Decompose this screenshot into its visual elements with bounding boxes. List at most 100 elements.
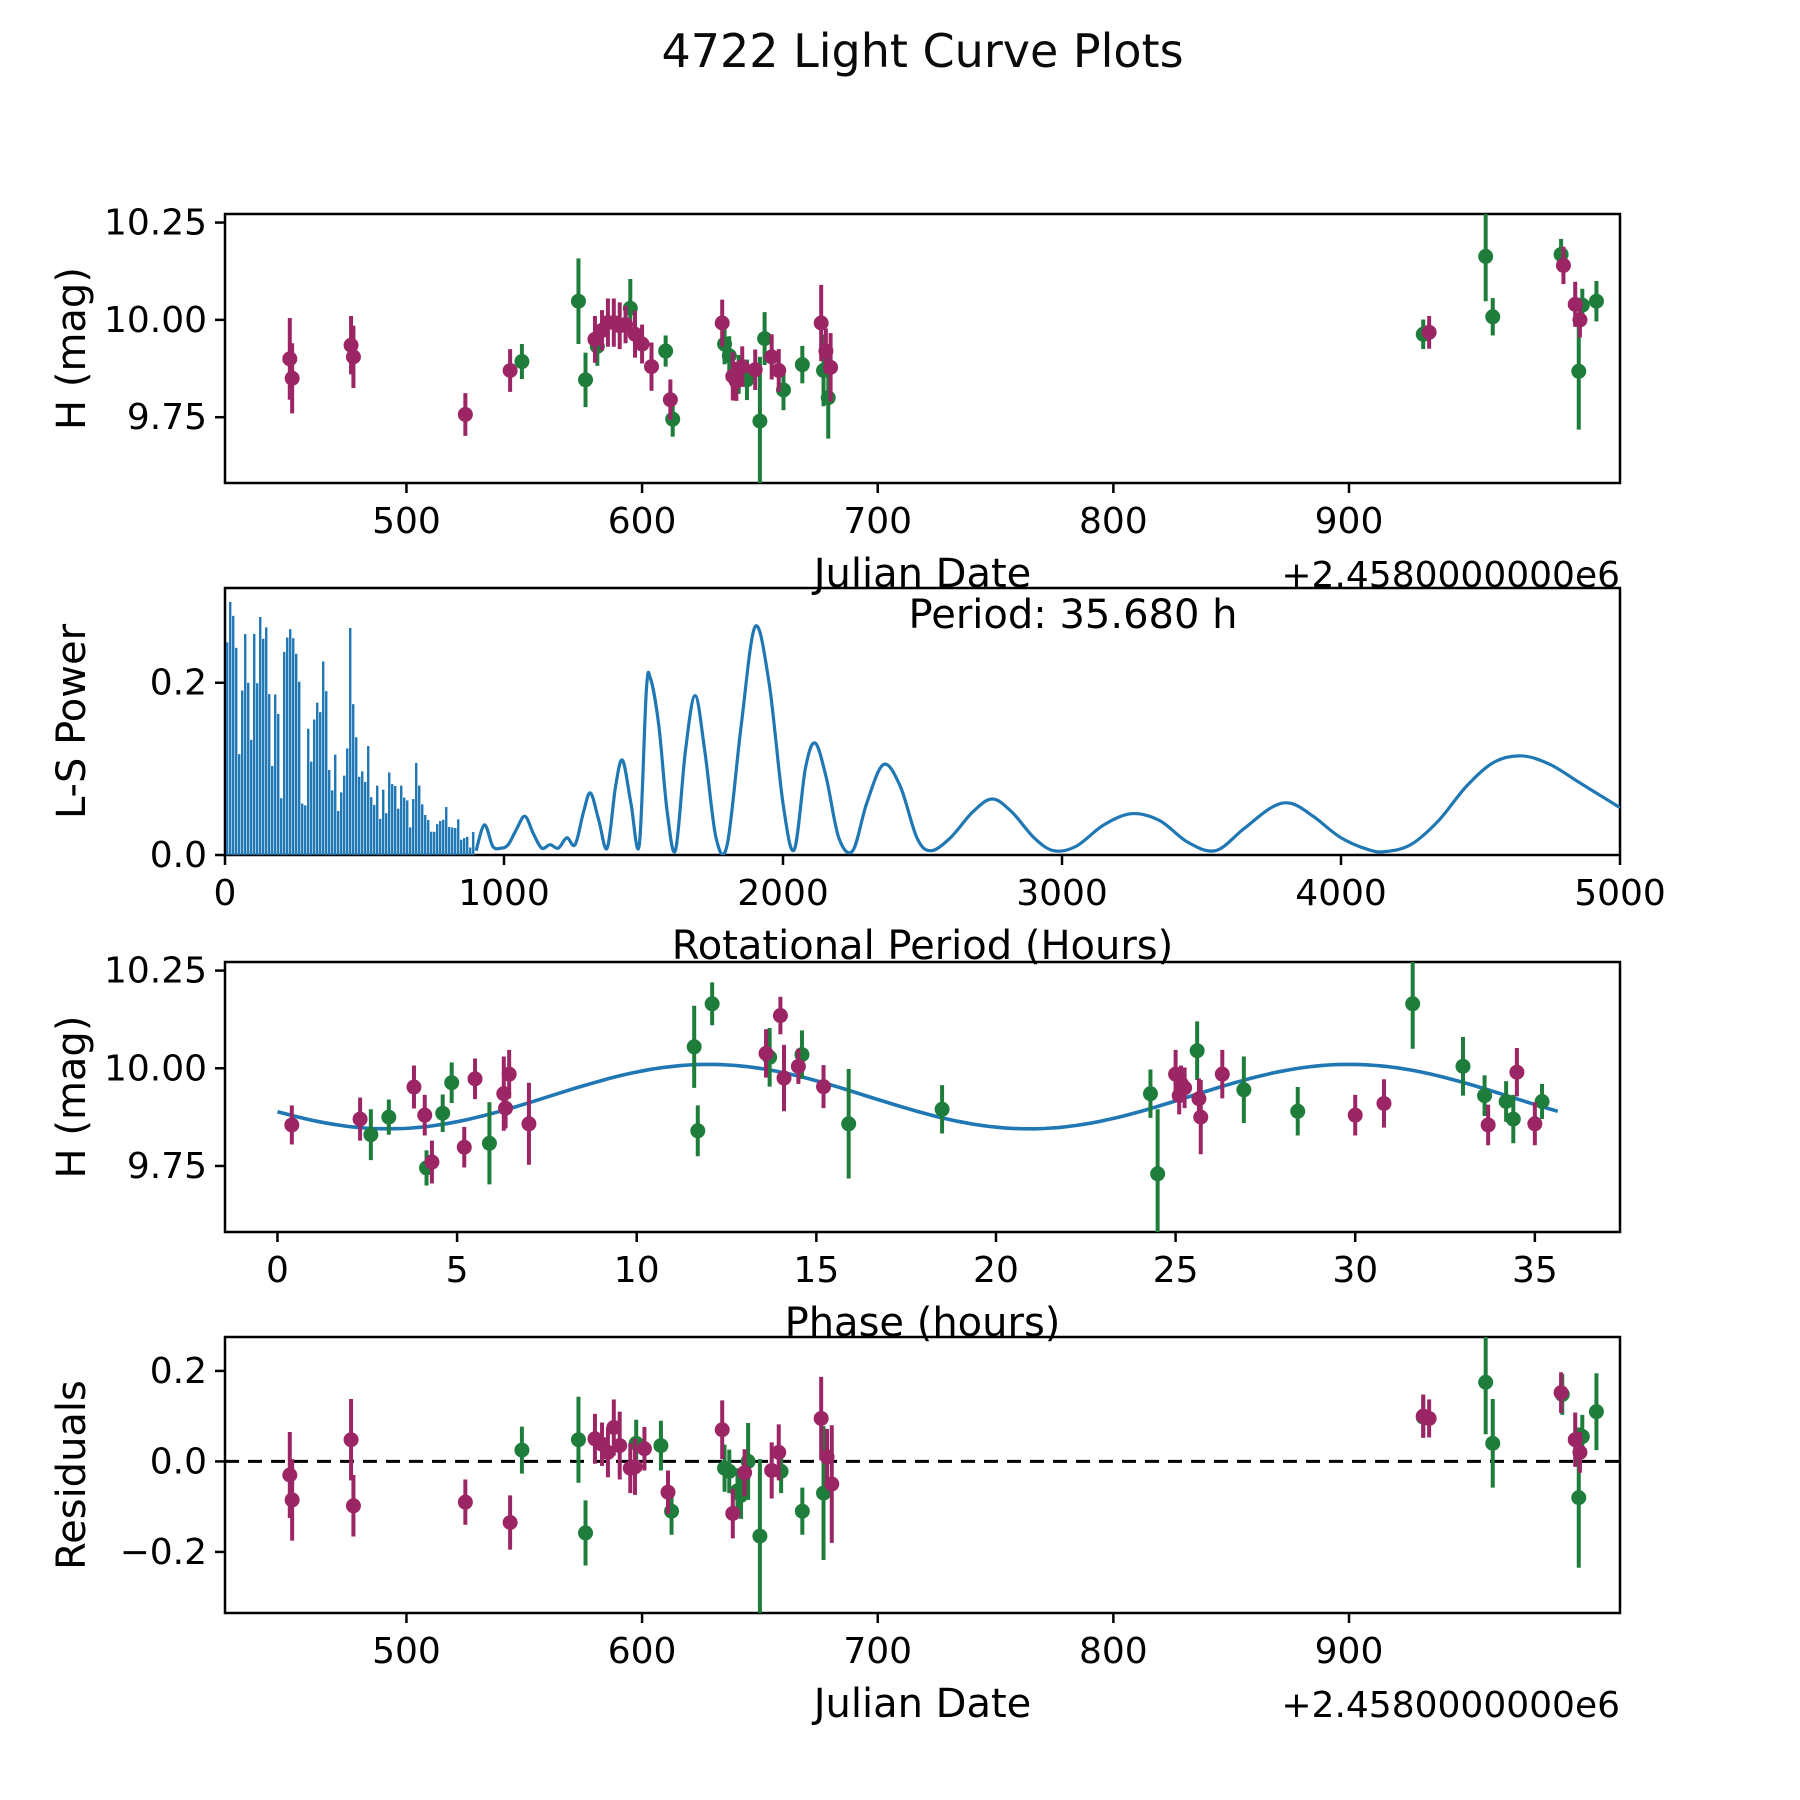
x-tick-label: 0 [266,1250,289,1291]
data-point [570,1432,586,1448]
data-point [363,1127,379,1143]
data-point [1290,1103,1306,1119]
data-point [444,1075,460,1091]
x-tick-label: 0 [214,873,237,914]
data-point [345,1498,361,1514]
data-point [728,373,744,389]
data-point [1214,1066,1230,1082]
data-point [1534,1093,1550,1109]
data-point [686,1039,702,1055]
data-point [764,1462,780,1478]
data-point [406,1079,422,1095]
x-axis-label: Julian Date [811,551,1032,597]
data-point [665,411,681,427]
data-point [823,359,839,375]
x-tick-label: 5 [446,1250,469,1291]
data-point [612,1438,628,1454]
data-point [282,351,298,367]
y-tick-label: 10.25 [104,203,207,244]
data-point [841,1116,857,1132]
data-point [1376,1095,1392,1111]
data-point [1572,1444,1588,1460]
y-tick-label: 0.0 [150,835,207,876]
data-point [653,1438,669,1454]
axes-frame: 500 600 700 800 900 0.2 0.0 −0.2 Residuals Julian… [49,1335,1622,1727]
data-point [284,1492,300,1508]
data-point [714,1422,730,1438]
x-tick-label: 30 [1332,1250,1378,1291]
data-point [282,1467,298,1483]
data-point [721,1463,737,1479]
data-point [521,1116,537,1132]
phased-light-curve-plot: 0 5 10 15 20 25 30 35 10.25 10.00 9.75 H (mag) Phase… [49,951,1622,1346]
data-point [381,1109,397,1125]
data-point [481,1135,497,1151]
x-tick-label: 20 [973,1250,1019,1291]
data-point [704,996,720,1012]
x-tick-label: 600 [608,501,677,542]
data-point [644,359,660,375]
y-tick-label: −0.2 [120,1532,207,1573]
data-point [1477,1088,1493,1104]
data-point [501,1066,517,1082]
data-point [435,1105,451,1121]
data-point [819,1449,835,1465]
data-point [660,1484,676,1500]
data-point [690,1123,706,1139]
series-purple [282,1372,1588,1550]
data-point [1505,1111,1521,1127]
x-tick-label: 600 [608,1631,677,1672]
data-point [284,370,300,386]
x-tick-label: 35 [1512,1250,1558,1291]
data-point [1421,324,1437,340]
y-tick-label: 10.00 [104,1048,207,1089]
jd-light-curve-plot: 500 600 700 800 900 10.25 10.00 9.75 H (mag) Juli… [49,203,1622,597]
data-point [600,1444,616,1460]
data-point [1347,1107,1363,1123]
data-point [284,1117,300,1133]
data-point [1480,1117,1496,1133]
data-point [816,1079,832,1095]
data-point [776,1070,792,1086]
data-point [417,1107,433,1123]
data-point [757,331,773,347]
data-point [606,1419,622,1435]
data-point [772,1008,788,1024]
data-point [813,1410,829,1426]
data-point [1509,1064,1525,1080]
data-point [1571,1490,1587,1506]
x-tick-label: 800 [1079,501,1148,542]
axes-frame: 500 600 700 800 900 10.25 10.00 9.75 H (mag) Juli… [49,203,1622,597]
x-tick-label: 10 [614,1250,660,1291]
y-tick-label: 0.2 [150,663,207,704]
x-tick-label: 1000 [458,873,550,914]
data-point [634,336,650,352]
data-point [1567,1432,1583,1448]
data-point [1478,248,1494,264]
data-point [794,357,810,373]
data-points [282,214,1604,483]
data-point [1150,1166,1166,1182]
data-points [284,962,1550,1232]
data-point [1455,1058,1471,1074]
data-point [457,406,473,422]
x-tick-label: 2000 [737,873,829,914]
data-point [1555,257,1571,273]
axes-frame: 0 5 10 15 20 25 30 35 10.25 10.00 9.75 H (mag) Phase… [49,951,1622,1346]
series-green [514,214,1604,483]
data-point [752,1528,768,1544]
data-point [771,1444,787,1460]
data-point [1571,363,1587,379]
figure-title: 4722 Light Curve Plots [661,24,1184,78]
data-point [345,349,361,365]
x-axis-offset-text: +2.4580000000e6 [1281,1685,1620,1726]
data-point [343,1432,359,1448]
data-point [1553,1385,1569,1401]
y-axis-label: L-S Power [49,623,95,819]
x-tick-label: 4000 [1295,873,1387,914]
data-point [1485,309,1501,325]
x-tick-label: 500 [372,501,441,542]
data-point [1142,1086,1158,1102]
data-point [502,1515,518,1531]
